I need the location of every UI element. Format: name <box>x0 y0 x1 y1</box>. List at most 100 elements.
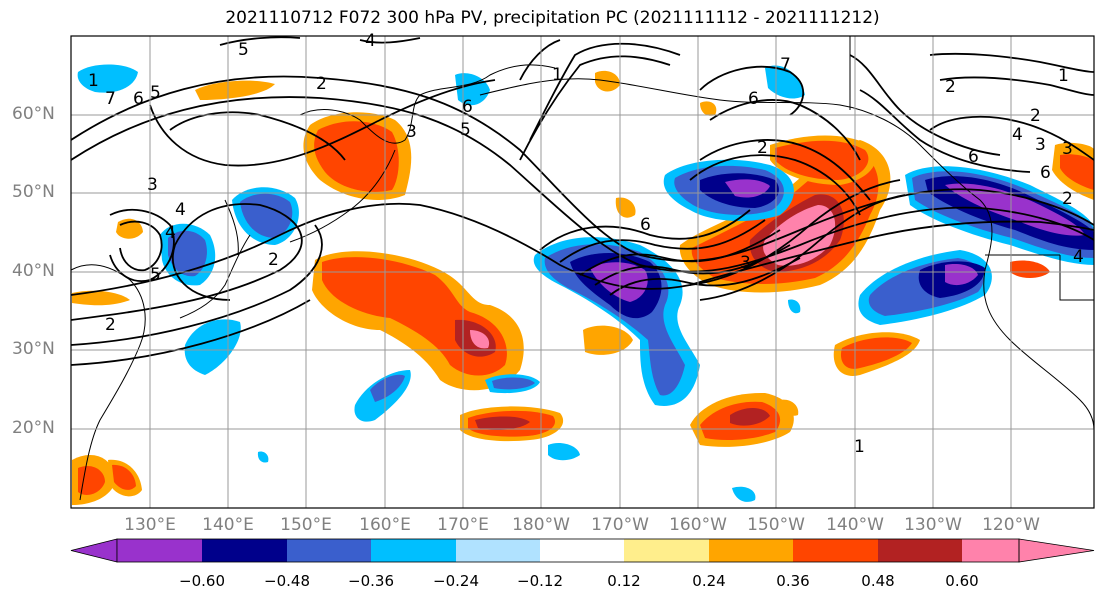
precip-neg-eastasia-mid <box>168 230 207 277</box>
contour-11 <box>539 209 751 251</box>
colorbar-tick-label: −0.48 <box>264 572 310 590</box>
contour-28 <box>119 220 163 272</box>
plot-title: 2021110712 F072 300 hPa PV, precipitatio… <box>225 8 880 28</box>
contour-18 <box>699 139 871 201</box>
lon-label: 150°E <box>280 515 332 535</box>
precip-neg-tiny-5 <box>257 451 269 463</box>
map-frame <box>70 35 1095 509</box>
contour-17 <box>699 194 906 301</box>
colorbar-tick-label: 0.60 <box>945 572 979 590</box>
contour-13 <box>579 229 781 276</box>
coast-asia <box>71 264 146 501</box>
lat-label-20n: 20°N <box>12 418 55 438</box>
contour-26 <box>929 52 1094 73</box>
precip-kamchatka-inner <box>314 121 399 192</box>
lon-label: 130°E <box>124 515 176 535</box>
lat-label-60n: 60°N <box>12 104 55 124</box>
contour-label: 2 <box>1030 106 1041 126</box>
pv-contours <box>71 36 1094 366</box>
contour-label: 6 <box>748 89 759 109</box>
contour-label: 3 <box>740 253 751 273</box>
precip-patch-16 <box>1060 154 1094 190</box>
lon-label: 140°W <box>826 515 884 535</box>
contour-label-group: 5 4 2 7 6 5 3 4 4 2 1 2 5 5 6 1 6 2 7 3 … <box>88 31 1084 457</box>
precip-patch-9 <box>615 197 636 218</box>
contour-label: 4 <box>1012 125 1023 145</box>
contour-label: 2 <box>1062 189 1073 209</box>
precip-patch-11 <box>700 101 717 116</box>
contour-label: 4 <box>365 31 376 51</box>
contour-7 <box>149 79 496 167</box>
contour-label: 2 <box>268 250 279 270</box>
contour-22 <box>849 54 1001 156</box>
precip-patch-13 <box>840 337 912 369</box>
contour-label: 2 <box>757 138 768 158</box>
contour-label: 6 <box>133 89 144 109</box>
contour-label: 7 <box>780 55 791 75</box>
contour-29 <box>519 39 561 81</box>
precip-shading <box>72 64 1094 505</box>
contour-24 <box>929 115 1094 161</box>
lon-label: 170°W <box>591 515 649 535</box>
precip-hawaii-core <box>730 407 770 426</box>
precip-neg-ne-peak <box>945 264 978 286</box>
coast-border-2 <box>1059 255 1094 301</box>
lon-label: 120°W <box>982 515 1040 535</box>
lat-label-40n: 40°N <box>12 261 55 281</box>
contour-20 <box>699 65 805 116</box>
colorbar-tick-label: −0.60 <box>179 572 225 590</box>
contour-9 <box>529 42 681 141</box>
contour-label: 3 <box>1035 135 1046 155</box>
lon-label: 180°W <box>512 515 570 535</box>
colorbar-tick-label: −0.36 <box>348 572 394 590</box>
contour-label: 6 <box>1040 163 1051 183</box>
colorbar-tick-label: 0.36 <box>776 572 810 590</box>
contour-10 <box>519 55 671 161</box>
precip-neg-sub-mid <box>492 377 535 390</box>
precip-patch-1 <box>195 80 275 100</box>
coastlines <box>71 36 1094 501</box>
precip-neg-tiny-2 <box>455 73 490 106</box>
contour-label: 4 <box>165 223 176 243</box>
contour-label: 5 <box>238 40 249 60</box>
contour-30 <box>359 37 421 44</box>
contour-label: 3 <box>147 175 158 195</box>
precip-patch-14 <box>1010 260 1050 278</box>
contour-label: 4 <box>175 200 186 220</box>
precip-neg-nw <box>77 64 138 93</box>
contour-label: 5 <box>150 83 161 103</box>
coast-sakhalin <box>224 199 239 256</box>
colorbar-tick-label: 0.48 <box>861 572 895 590</box>
contour-label: 6 <box>640 215 651 235</box>
contour-3 <box>71 202 1094 296</box>
contour-label: 1 <box>854 437 865 457</box>
contour-label: 5 <box>460 120 471 140</box>
precip-nepac-top-inner <box>775 140 869 180</box>
colorbar-tick-label: 0.12 <box>607 572 641 590</box>
contour-1 <box>71 75 1094 262</box>
precip-neg-sw-3 <box>370 374 405 402</box>
contour-label: 2 <box>945 77 956 97</box>
colorbar-tick-label: 0.24 <box>692 572 726 590</box>
contour-12 <box>559 219 766 263</box>
colorbar-tick-label: −0.12 <box>517 572 563 590</box>
lat-label-30n: 30°N <box>12 339 55 359</box>
contour-label: 4 <box>1073 247 1084 267</box>
contour-16 <box>689 179 901 286</box>
contour-label: 3 <box>406 122 417 142</box>
precip-neg-tiny-3 <box>765 65 805 99</box>
lon-label: 160°E <box>359 515 411 535</box>
precip-patch-7 <box>112 464 136 490</box>
contour-15 <box>609 257 801 296</box>
contour-label: 1 <box>88 71 99 91</box>
precip-neg-sw-1 <box>184 319 241 375</box>
precip-nwpac-band-peak <box>470 330 490 349</box>
contour-6 <box>71 299 311 366</box>
lon-label: 150°W <box>747 515 805 535</box>
contour-label: 7 <box>105 89 116 109</box>
precip-neg-tiny-4 <box>788 299 801 314</box>
lon-label: 170°E <box>437 515 489 535</box>
contour-label: 6 <box>462 97 473 117</box>
contour-23 <box>859 89 1031 173</box>
